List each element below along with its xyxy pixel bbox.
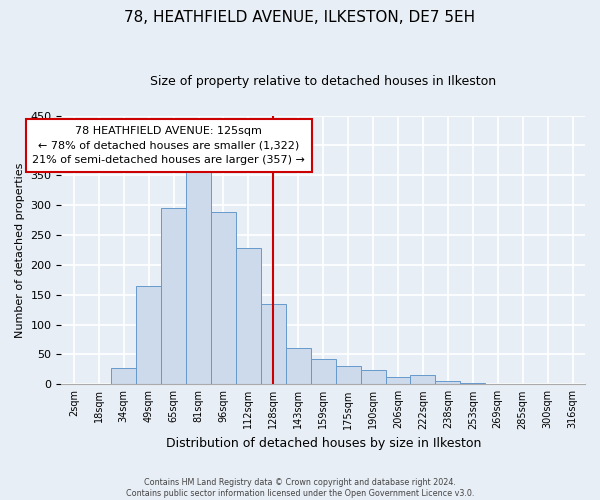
Title: Size of property relative to detached houses in Ilkeston: Size of property relative to detached ho… [150,75,496,88]
Y-axis label: Number of detached properties: Number of detached properties [15,162,25,338]
Bar [236,248,261,384]
Bar [410,376,436,384]
X-axis label: Distribution of detached houses by size in Ilkeston: Distribution of detached houses by size … [166,437,481,450]
Bar [261,304,286,384]
Bar [361,370,386,384]
Bar [161,208,186,384]
Bar [286,348,311,384]
Bar [186,164,211,384]
Bar [311,358,335,384]
Bar [111,368,136,384]
Bar [211,212,236,384]
Text: 78, HEATHFIELD AVENUE, ILKESTON, DE7 5EH: 78, HEATHFIELD AVENUE, ILKESTON, DE7 5EH [124,10,476,25]
Bar [335,366,361,384]
Bar [136,286,161,384]
Text: Contains HM Land Registry data © Crown copyright and database right 2024.
Contai: Contains HM Land Registry data © Crown c… [126,478,474,498]
Bar [436,382,460,384]
Text: 78 HEATHFIELD AVENUE: 125sqm
← 78% of detached houses are smaller (1,322)
21% of: 78 HEATHFIELD AVENUE: 125sqm ← 78% of de… [32,126,305,165]
Bar [386,376,410,384]
Bar [460,382,485,384]
